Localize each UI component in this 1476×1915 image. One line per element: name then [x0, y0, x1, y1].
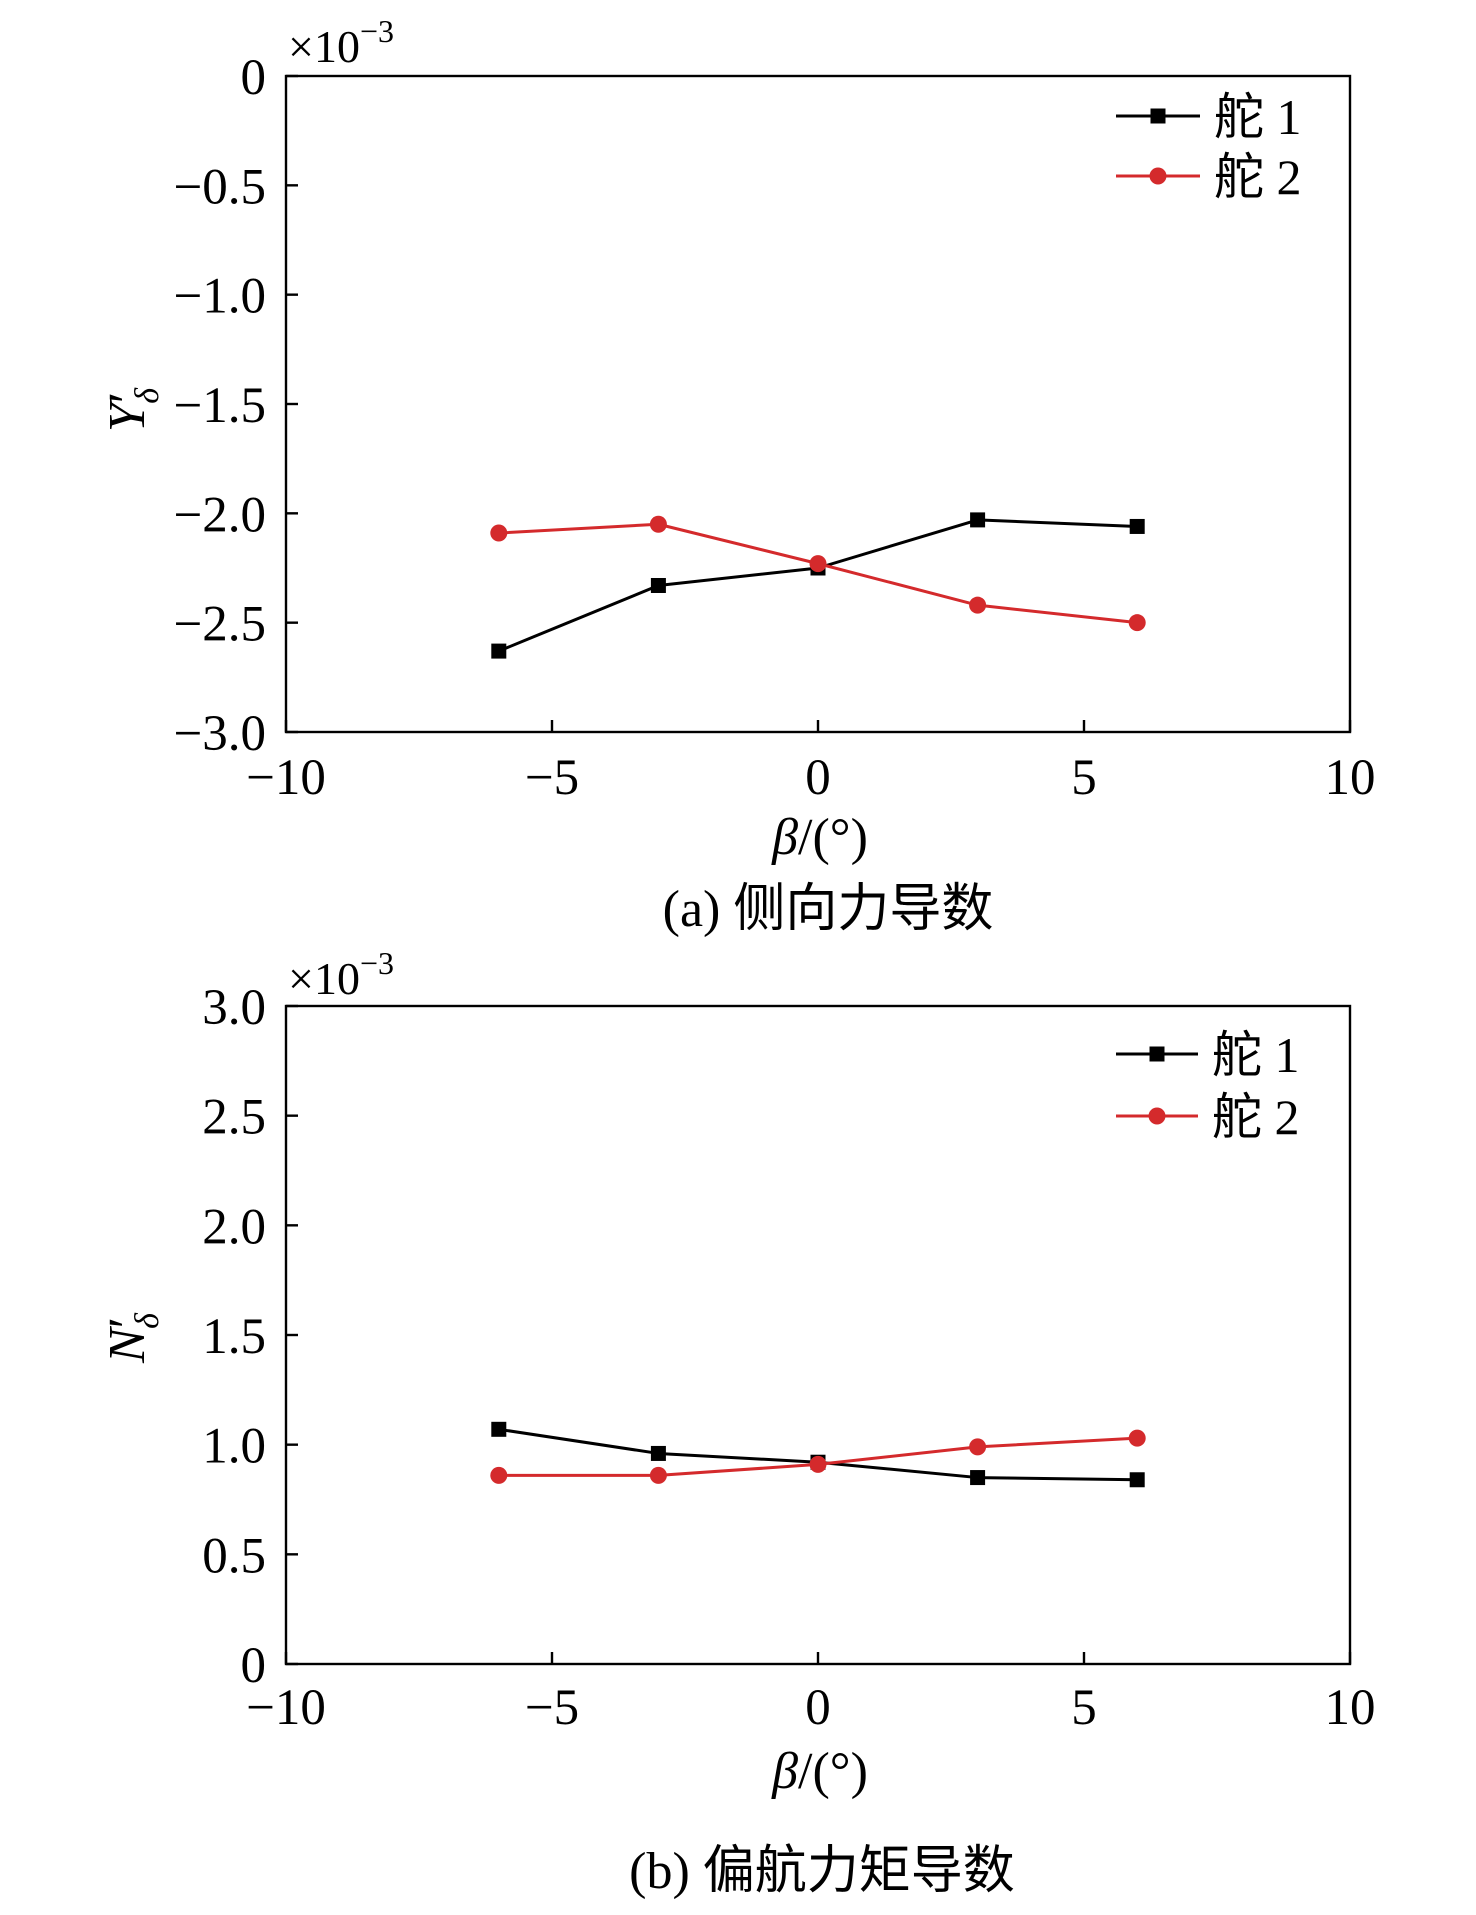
x-axis-label-symbol: β	[771, 809, 798, 866]
x-tick-label: 5	[1071, 750, 1097, 806]
y-tick-label: −2.0	[173, 487, 266, 543]
chart-caption: (a) 侧向力导数	[663, 881, 994, 938]
multiplier-exponent: −3	[360, 945, 394, 981]
series-2	[490, 515, 1146, 632]
data-point	[491, 643, 507, 659]
x-tick-label: 10	[1325, 750, 1376, 806]
legend-item-1: 舵 1	[1116, 1027, 1300, 1083]
x-tick-label: 0	[805, 1680, 831, 1736]
y-tick-label: −0.5	[173, 159, 266, 215]
legend-item-2: 舵 2	[1116, 1089, 1300, 1145]
x-tick-label: 0	[805, 750, 831, 806]
y-tick-label: 2.5	[202, 1090, 266, 1146]
y-tick-label: −2.5	[173, 597, 266, 653]
chart-lateral-force-derivative: ×10−3 Y′δ β/(°) (a) 侧向力导数 −10 −5 0 5 10 −3.0 −…	[99, 13, 1376, 938]
y-tick-label: −3.0	[173, 706, 266, 762]
legend-item-2: 舵 2	[1116, 149, 1302, 205]
series-2	[490, 1429, 1146, 1484]
y-tick-label: 0.5	[202, 1528, 266, 1584]
legend-marker	[1148, 1107, 1166, 1125]
x-tick-label: −10	[246, 750, 326, 806]
legend: 舵 1舵 2	[1116, 1027, 1300, 1145]
y-axis-label: Y′δ	[99, 387, 166, 432]
y-axis-label-symbol: Y	[99, 398, 156, 432]
data-point	[650, 1445, 666, 1461]
y-tick-label: −1.5	[173, 378, 266, 434]
data-point	[491, 1421, 507, 1437]
multiplier-base: ×10	[288, 953, 360, 1004]
data-point	[809, 1455, 827, 1473]
y-axis-label-prime: ′	[99, 392, 156, 403]
data-point	[809, 555, 827, 573]
data-point	[1128, 1429, 1146, 1447]
data-point	[490, 524, 508, 542]
y-axis-label-subscript: δ	[129, 387, 166, 404]
y-axis-multiplier: ×10−3	[288, 945, 394, 1004]
y-tick-label: 0	[241, 1638, 267, 1694]
x-axis-label-unit: /(°)	[798, 1743, 868, 1800]
legend-label: 舵 1	[1212, 1027, 1300, 1083]
y-tick-label: −1.0	[173, 269, 266, 325]
y-axis-label-subscript: δ	[129, 1312, 166, 1329]
data-point	[649, 1466, 667, 1484]
multiplier-exponent: −3	[360, 13, 394, 49]
multiplier-base: ×10	[288, 21, 360, 72]
data-point	[970, 1470, 986, 1486]
legend-item-1: 舵 1	[1116, 89, 1302, 145]
y-axis-label-prime: ′	[99, 1317, 156, 1328]
y-tick-label: 0	[241, 50, 267, 106]
y-axis-label-symbol: N	[99, 1325, 156, 1364]
y-tick-label: 2.0	[202, 1199, 266, 1255]
data-point	[650, 577, 666, 593]
x-axis-label: β/(°)	[771, 1743, 868, 1800]
data-point	[1129, 1472, 1145, 1488]
legend-marker	[1149, 167, 1167, 185]
y-tick-label: 3.0	[202, 980, 266, 1036]
y-tick-label: 1.0	[202, 1419, 266, 1475]
x-axis-label-symbol: β	[771, 1743, 798, 1800]
legend: 舵 1舵 2	[1116, 89, 1302, 205]
data-point	[970, 512, 986, 528]
data-point	[490, 1466, 508, 1484]
x-tick-label: 10	[1325, 1680, 1376, 1736]
data-point	[1129, 518, 1145, 534]
x-tick-label: 5	[1071, 1680, 1097, 1736]
x-axis-label-unit: /(°)	[798, 809, 868, 866]
legend-label: 舵 1	[1214, 89, 1302, 145]
chart-yaw-moment-derivative: ×10−3 N′δ β/(°) (b) 偏航力矩导数 −10 −5 0 5 10 0 0.5…	[99, 945, 1376, 1900]
data-point	[969, 1438, 987, 1456]
legend-marker	[1149, 1046, 1165, 1062]
data-point	[649, 515, 667, 533]
x-tick-label: −5	[525, 1680, 579, 1736]
x-tick-label: −5	[525, 750, 579, 806]
y-axis-label: N′δ	[99, 1312, 166, 1364]
y-tick-label: 1.5	[202, 1309, 266, 1365]
data-point	[969, 596, 987, 614]
chart-caption: (b) 偏航力矩导数	[629, 1843, 1015, 1900]
legend-label: 舵 2	[1212, 1089, 1300, 1145]
legend-label: 舵 2	[1214, 149, 1302, 205]
legend-marker	[1150, 108, 1166, 124]
x-axis-label: β/(°)	[771, 809, 868, 866]
y-axis-multiplier: ×10−3	[288, 13, 394, 72]
data-point	[1128, 614, 1146, 632]
x-tick-label: −10	[246, 1680, 326, 1736]
